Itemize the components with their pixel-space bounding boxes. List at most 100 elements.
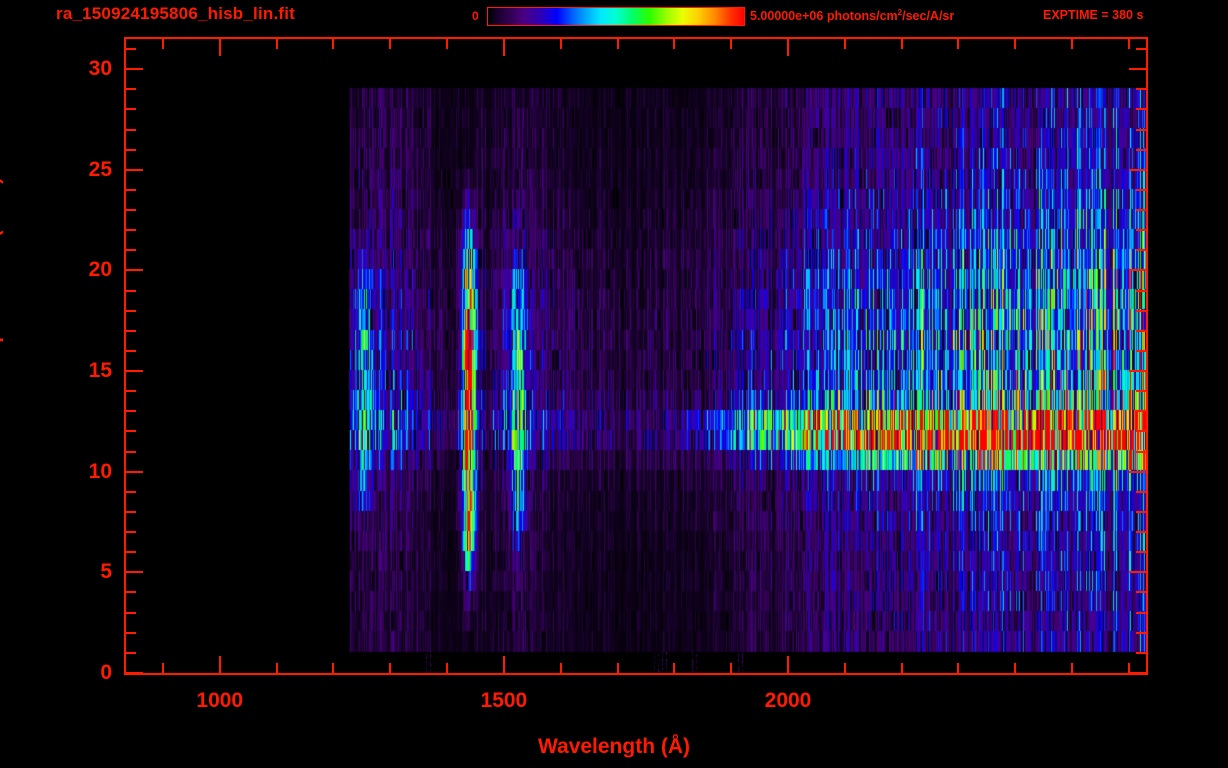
y-tick-right-7: [1136, 531, 1146, 533]
x-tick-1800: [673, 663, 675, 673]
x-tick-top-900: [162, 39, 164, 49]
x-tick-2300: [957, 663, 959, 673]
y-tick-5: [126, 571, 143, 573]
x-tick-top-1600: [560, 39, 562, 49]
y-tick-9: [126, 491, 136, 493]
y-tick-11: [126, 451, 136, 453]
x-tick-1000: [219, 656, 221, 673]
y-tick-right-15: [1129, 370, 1146, 372]
x-tick-2600: [1128, 663, 1130, 673]
y-tick-7: [126, 531, 136, 533]
y-tick-4: [126, 591, 136, 593]
x-tick-top-2500: [1071, 39, 1073, 49]
y-tick-18: [126, 310, 136, 312]
x-tick-top-1300: [389, 39, 391, 49]
y-tick-right-3: [1136, 612, 1146, 614]
y-tick-right-31: [1136, 48, 1146, 50]
colorbar-units-prefix: photons/cm: [826, 9, 898, 24]
x-tick-2200: [901, 663, 903, 673]
y-tick-right-12: [1136, 430, 1146, 432]
y-tick-right-10: [1129, 471, 1146, 473]
y-tick-12: [126, 430, 136, 432]
x-tick-top-2300: [957, 39, 959, 49]
heatmap-container: [126, 39, 1146, 673]
y-tick-right-4: [1136, 591, 1146, 593]
y-tick-right-16: [1136, 350, 1146, 352]
y-tick-1: [126, 652, 136, 654]
y-tick-right-5: [1129, 571, 1146, 573]
y-tick-right-24: [1136, 189, 1146, 191]
y-tick-21: [126, 249, 136, 251]
spectral-heatmap: [126, 39, 1146, 673]
plot-frame: [124, 37, 1148, 675]
y-tick-right-22: [1136, 229, 1146, 231]
x-tick-label-1000: 1000: [196, 689, 244, 712]
y-tick-23: [126, 209, 136, 211]
y-tick-30: [126, 68, 143, 70]
y-tick-right-17: [1136, 330, 1146, 332]
colorbar-min-label: 0: [472, 9, 479, 23]
x-tick-top-2100: [844, 39, 846, 49]
y-tick-label-15: 15: [88, 359, 112, 383]
y-tick-right-2: [1136, 632, 1146, 634]
colorbar-units-suffix: /sec/A/sr: [902, 9, 955, 24]
y-tick-right-19: [1136, 290, 1146, 292]
y-axis-title: Spatial Row (Pixel): [0, 177, 4, 356]
x-tick-top-2200: [901, 39, 903, 49]
y-tick-24: [126, 189, 136, 191]
y-tick-right-18: [1136, 310, 1146, 312]
y-tick-17: [126, 330, 136, 332]
y-tick-right-21: [1136, 249, 1146, 251]
y-tick-right-0: [1129, 672, 1146, 674]
x-tick-1500: [503, 656, 505, 673]
x-tick-1600: [560, 663, 562, 673]
y-tick-31: [126, 48, 136, 50]
y-tick-right-28: [1136, 108, 1146, 110]
x-tick-1300: [389, 663, 391, 673]
y-tick-label-20: 20: [88, 258, 112, 282]
y-tick-8: [126, 511, 136, 513]
x-tick-2100: [844, 663, 846, 673]
y-tick-right-13: [1136, 410, 1146, 412]
x-tick-top-1800: [673, 39, 675, 49]
colorbar-gradient: [487, 7, 745, 26]
y-tick-label-0: 0: [100, 661, 112, 684]
x-tick-1900: [730, 663, 732, 673]
x-tick-2000: [787, 656, 789, 673]
y-tick-13: [126, 410, 136, 412]
y-tick-6: [126, 551, 136, 553]
y-tick-label-25: 25: [88, 157, 112, 181]
y-tick-label-5: 5: [100, 560, 112, 584]
y-tick-29: [126, 88, 136, 90]
y-tick-right-8: [1136, 511, 1146, 513]
y-tick-right-26: [1136, 149, 1146, 151]
y-tick-25: [126, 169, 143, 171]
x-tick-900: [162, 663, 164, 673]
x-tick-1200: [332, 663, 334, 673]
y-tick-label-30: 30: [88, 57, 112, 81]
x-tick-top-1900: [730, 39, 732, 49]
y-tick-10: [126, 471, 143, 473]
y-tick-right-1: [1136, 652, 1146, 654]
y-tick-22: [126, 229, 136, 231]
x-tick-1700: [617, 663, 619, 673]
x-tick-top-1700: [617, 39, 619, 49]
colorbar-max-label: 5.00000e+06 photons/cm2/sec/A/sr: [750, 8, 954, 23]
x-tick-top-1000: [219, 39, 221, 56]
y-tick-19: [126, 290, 136, 292]
x-tick-top-1200: [332, 39, 334, 49]
x-tick-label-1500: 1500: [480, 689, 528, 712]
y-tick-15: [126, 370, 143, 372]
y-tick-label-10: 10: [88, 459, 112, 483]
y-tick-28: [126, 108, 136, 110]
x-axis-title: Wavelength (Å): [537, 735, 691, 758]
y-tick-26: [126, 149, 136, 151]
y-tick-right-23: [1136, 209, 1146, 211]
x-tick-2500: [1071, 663, 1073, 673]
x-tick-top-2000: [787, 39, 789, 56]
y-tick-2: [126, 632, 136, 634]
x-tick-top-2400: [1014, 39, 1016, 49]
y-tick-right-30: [1129, 68, 1146, 70]
x-tick-top-2600: [1128, 39, 1130, 49]
